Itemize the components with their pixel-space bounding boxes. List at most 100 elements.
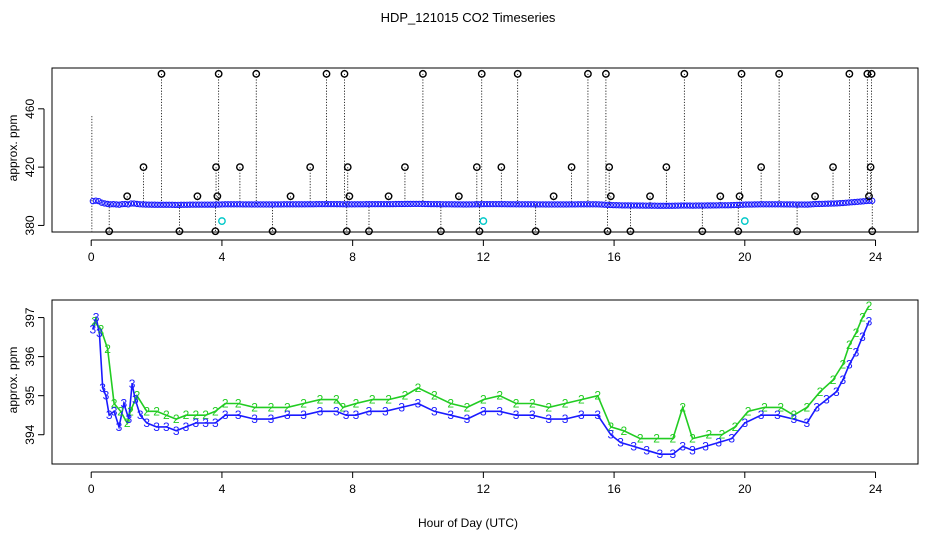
co2-blue-point <box>463 201 470 208</box>
co2-blue-point <box>557 201 564 208</box>
instrument-3-marker: 3 <box>545 412 552 426</box>
flagged-black-point <box>868 227 877 236</box>
instrument-2-marker: 2 <box>143 404 150 418</box>
co2-blue-point <box>227 201 235 208</box>
co2-blue-point <box>595 201 602 208</box>
x-tick-label: 8 <box>349 482 356 496</box>
instrument-3-marker: 3 <box>728 432 735 446</box>
co2-blue-point <box>689 202 696 209</box>
co2-blue-point <box>522 201 529 208</box>
co2-blue-point <box>180 201 188 208</box>
instrument-2-marker: 2 <box>415 381 422 395</box>
x-tick-label: 20 <box>738 482 752 496</box>
co2-blue-point <box>310 201 317 208</box>
co2-blue-point <box>695 202 702 209</box>
co2-blue-point <box>601 201 608 208</box>
co2-blue-point <box>669 202 676 209</box>
co2-blue-point <box>289 201 296 208</box>
co2-blue-point <box>269 201 276 208</box>
co2-blue-point <box>407 200 414 208</box>
co2-blue-point <box>380 201 388 208</box>
x-tick-label: 8 <box>349 250 356 264</box>
co2-blue-point <box>851 198 858 206</box>
co2-blue-point <box>833 200 841 207</box>
instrument-3-marker: 3 <box>235 408 242 422</box>
co2-blue-point <box>307 201 314 208</box>
flagged-cyan-point <box>218 217 226 225</box>
flagged-black-point <box>662 163 671 172</box>
co2-blue-point <box>607 201 614 209</box>
flagged-black-point <box>345 192 354 201</box>
instrument-3-marker: 3 <box>813 400 820 414</box>
co2-blue-point <box>619 202 626 209</box>
co2-blue-point <box>451 201 458 208</box>
instrument-3-marker: 3 <box>99 381 106 395</box>
co2-blue-point <box>698 202 705 209</box>
co2-blue-point <box>486 201 494 208</box>
co2-blue-point <box>401 200 408 208</box>
co2-blue-point <box>772 201 779 208</box>
co2-blue-point <box>366 201 373 208</box>
x-tick-label: 0 <box>88 250 95 264</box>
instrument-3-marker: 3 <box>758 408 765 422</box>
flagged-cyan-point <box>479 217 488 225</box>
co2-blue-point <box>830 200 838 207</box>
instrument-3-marker: 3 <box>859 330 866 344</box>
co2-blue-point <box>174 201 182 209</box>
instrument-2-marker: 2 <box>124 416 131 430</box>
co2-blue-point <box>219 201 226 208</box>
co2-blue-point <box>754 201 761 208</box>
co2-blue-point <box>186 201 194 208</box>
co2-blue-point <box>195 201 202 208</box>
instrument-3-marker: 3 <box>343 408 350 422</box>
co2-blue-point <box>263 201 270 208</box>
instrument-2-marker: 2 <box>402 389 409 403</box>
co2-blue-point <box>351 201 358 208</box>
flagged-black-point <box>829 163 837 172</box>
co2-blue-point <box>845 199 852 206</box>
flagged-black-point <box>734 227 743 236</box>
co2-blue-point <box>292 201 299 208</box>
co2-blue-point <box>266 201 273 208</box>
flagged-black-point <box>757 163 766 172</box>
co2-blue-point <box>507 201 514 208</box>
co2-blue-point <box>686 202 694 209</box>
co2-blue-point <box>210 201 217 208</box>
co2-blue-point <box>645 202 652 209</box>
instrument-3-marker: 3 <box>464 412 471 426</box>
instrument-2-marker: 2 <box>689 432 696 446</box>
instrument-3-marker: 3 <box>93 311 100 325</box>
co2-blue-point <box>148 201 155 208</box>
co2-blue-point <box>363 201 370 208</box>
instrument-2-marker: 2 <box>804 400 811 414</box>
instrument-3-marker: 3 <box>594 408 601 422</box>
co2-blue-point <box>369 201 376 208</box>
co2-blue-point <box>745 201 752 208</box>
co2-blue-point <box>448 201 455 208</box>
co2-blue-point <box>677 202 685 209</box>
instrument-2-marker: 2 <box>790 408 797 422</box>
instrument-2-marker: 2 <box>670 432 677 446</box>
co2-blue-point <box>104 200 111 208</box>
x-tick-label: 4 <box>219 482 226 496</box>
flagged-black-point <box>680 69 689 78</box>
co2-blue-point <box>119 201 126 208</box>
instrument-2-marker: 2 <box>212 404 219 418</box>
co2-blue-point <box>592 201 599 208</box>
co2-blue-point <box>560 201 567 208</box>
flagged-black-point <box>193 192 202 201</box>
flagged-black-point <box>139 163 148 172</box>
instrument-3-marker: 3 <box>202 416 209 430</box>
co2-blue-point <box>330 201 338 208</box>
flagged-black-point <box>497 163 506 172</box>
x-tick-label: 0 <box>88 482 95 496</box>
flagged-black-point <box>419 69 427 78</box>
co2-blue-point <box>274 201 282 208</box>
instrument-3-marker: 3 <box>125 412 132 426</box>
top-axes: 0 4 8 12 16 20 24 380 420 460 <box>23 98 883 264</box>
co2-blue-point <box>304 201 311 208</box>
flagged-black-point <box>214 69 223 78</box>
instrument-3-marker: 3 <box>121 396 128 410</box>
co2-blue-point <box>733 201 741 209</box>
co2-blue-point <box>177 201 185 208</box>
